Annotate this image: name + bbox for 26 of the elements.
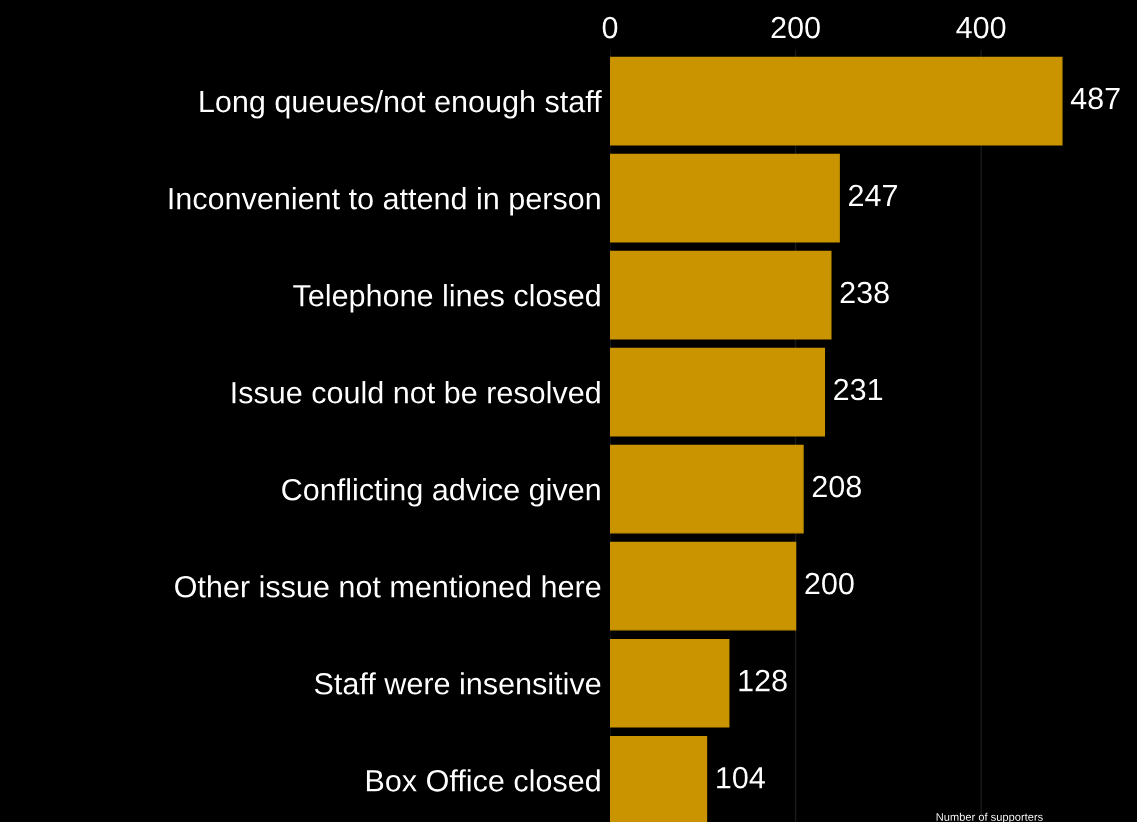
x-tick-label: 400: [956, 16, 1006, 39]
y-tick-label: Long queues/not enough staff: [200, 89, 602, 119]
y-tick-label: Conflicting advice given: [282, 478, 600, 507]
x-tick-label: 0: [602, 16, 618, 39]
data-label: 487: [1070, 87, 1120, 110]
y-tick-label: Issue could not be resolved: [232, 381, 600, 404]
data-label: 231: [834, 378, 883, 401]
data-label: 104: [717, 766, 765, 789]
y-tick-label: Telephone lines closed: [293, 284, 600, 313]
data-label: 128: [739, 669, 787, 692]
data-label: 208: [812, 475, 861, 498]
data-label: 238: [840, 281, 889, 304]
bar: [610, 250, 832, 340]
bar: [610, 56, 1063, 146]
x-tick-label: 200: [771, 16, 820, 39]
bar: [610, 541, 797, 631]
data-label: 247: [849, 184, 897, 206]
y-tick-label: Inconvenient to attend in person: [169, 187, 600, 216]
bar: [610, 347, 826, 437]
bar: [610, 153, 840, 243]
y-tick-label: Box Office closed: [366, 769, 600, 792]
bar: [610, 638, 730, 728]
y-tick-label: Other issue not mentioned here: [175, 575, 601, 598]
y-tick-label: Staff were insensitive: [314, 672, 601, 695]
data-label: 200: [805, 572, 854, 595]
bar: [610, 444, 804, 534]
